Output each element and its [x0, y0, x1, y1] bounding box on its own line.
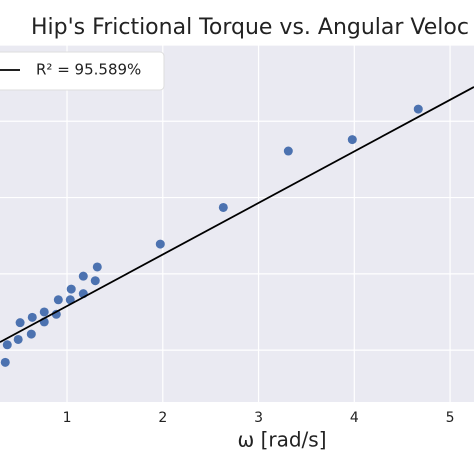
x-axis-label: ω [rad/s]: [237, 428, 326, 452]
point: [53, 295, 63, 305]
chart-title: Hip's Frictional Torque vs. Angular Velo…: [31, 15, 469, 40]
point: [0, 357, 10, 367]
grid: [0, 44, 474, 402]
point: [218, 202, 228, 212]
point: [92, 262, 102, 272]
point: [283, 146, 293, 156]
point: [39, 307, 49, 317]
point: [26, 329, 36, 339]
point: [78, 271, 88, 281]
x-tick-label: 2: [158, 410, 167, 426]
point: [90, 276, 100, 286]
point: [15, 318, 25, 328]
fit-line: [0, 86, 474, 343]
legend-label: R² = 95.589%: [36, 61, 141, 79]
plot-area: [0, 45, 474, 402]
point: [347, 135, 357, 145]
point: [413, 104, 423, 114]
point: [13, 334, 23, 344]
legend-box: [0, 51, 165, 91]
point: [27, 312, 37, 322]
point: [155, 239, 165, 249]
x-tick-label: 5: [446, 410, 455, 426]
point: [65, 295, 75, 305]
point: [66, 284, 76, 294]
x-tick-label: 1: [63, 410, 72, 426]
x-tick-label: 4: [350, 410, 359, 426]
point: [2, 340, 12, 350]
x-tick-label: 3: [254, 410, 263, 426]
